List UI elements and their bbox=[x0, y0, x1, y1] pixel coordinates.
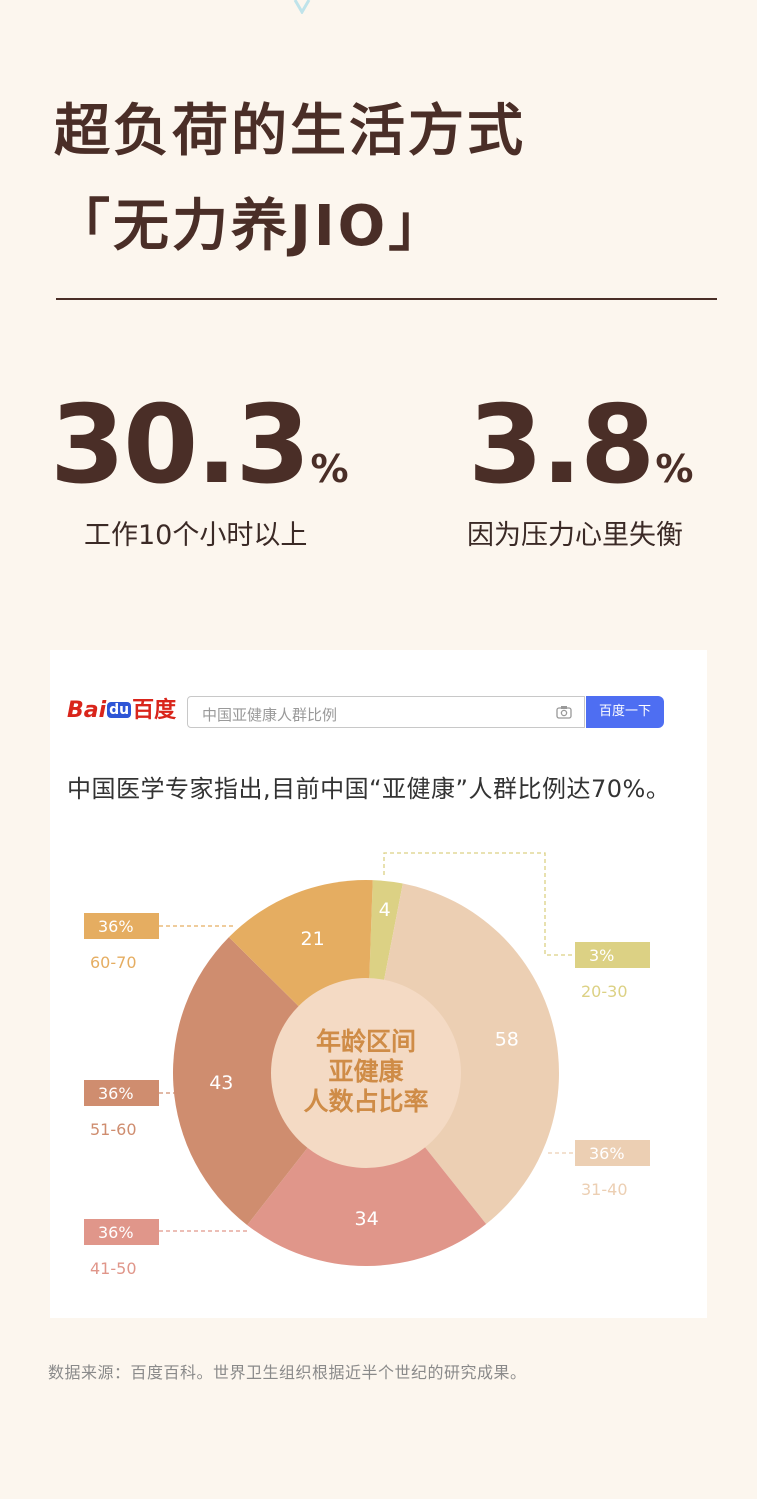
legend-category-41-50: 41-50 bbox=[90, 1259, 137, 1278]
stat-value-stress: 3.8% bbox=[468, 383, 694, 508]
leader-line-20-30 bbox=[383, 852, 575, 956]
slice-51-60 bbox=[172, 937, 366, 1226]
legend-badge-60-70 bbox=[84, 913, 159, 939]
slice-value-41-50: 34 bbox=[355, 1208, 379, 1230]
center-label-line-1: 年龄区间 bbox=[316, 1027, 416, 1056]
legend-percent-31-40: 36% bbox=[589, 1144, 625, 1163]
slice-value-20-30: 4 bbox=[379, 899, 391, 921]
legend-category-20-30: 20-30 bbox=[581, 982, 628, 1001]
title-divider bbox=[56, 298, 717, 300]
center-label-line-2: 亚健康 bbox=[328, 1057, 404, 1086]
camera-icon[interactable] bbox=[556, 705, 572, 719]
legend-percent-41-50: 36% bbox=[98, 1223, 134, 1242]
card-description: 中国医学专家指出,目前中国“亚健康”人群比例达70%。 bbox=[67, 775, 671, 803]
center-label-line-3: 人数占比率 bbox=[303, 1087, 428, 1116]
legend-badge-51-60 bbox=[84, 1080, 159, 1106]
baidu-logo: Bai du 百度 bbox=[67, 698, 177, 723]
page-title-line2: 「无力养JIO」 bbox=[54, 194, 448, 259]
data-source-note: 数据来源：百度百科。世界卫生组织根据近半个世纪的研究成果。 bbox=[48, 1363, 527, 1382]
slice-value-51-60: 43 bbox=[209, 1072, 233, 1094]
slice-31-40 bbox=[366, 883, 559, 1225]
search-query-text: 中国亚健康人群比例 bbox=[202, 706, 338, 724]
slice-41-50 bbox=[247, 1073, 487, 1267]
top-tab-marker bbox=[293, 0, 311, 14]
donut-center bbox=[271, 978, 461, 1168]
stat-label-work-hours: 工作10个小时以上 bbox=[84, 520, 308, 551]
legend-category-51-60: 51-60 bbox=[90, 1120, 137, 1139]
legend-badge-41-50 bbox=[84, 1219, 159, 1245]
legend-category-60-70: 60-70 bbox=[90, 953, 137, 972]
legend-percent-20-30: 3% bbox=[589, 946, 614, 965]
legend-badge-20-30 bbox=[575, 942, 650, 968]
legend-badge-31-40 bbox=[575, 1140, 650, 1166]
slice-value-60-70: 21 bbox=[301, 928, 325, 950]
page-title-line1: 超负荷的生活方式 bbox=[54, 99, 526, 164]
stat-value-work-hours: 30.3% bbox=[50, 383, 349, 508]
search-button[interactable]: 百度一下 bbox=[586, 696, 664, 728]
stat-label-stress: 因为压力心里失衡 bbox=[467, 520, 683, 551]
legend-category-31-40: 31-40 bbox=[581, 1180, 628, 1199]
legend-percent-60-70: 36% bbox=[98, 917, 134, 936]
slice-value-31-40: 58 bbox=[495, 1029, 519, 1051]
search-input[interactable]: 中国亚健康人群比例 bbox=[187, 696, 585, 728]
legend-percent-51-60: 36% bbox=[98, 1084, 134, 1103]
